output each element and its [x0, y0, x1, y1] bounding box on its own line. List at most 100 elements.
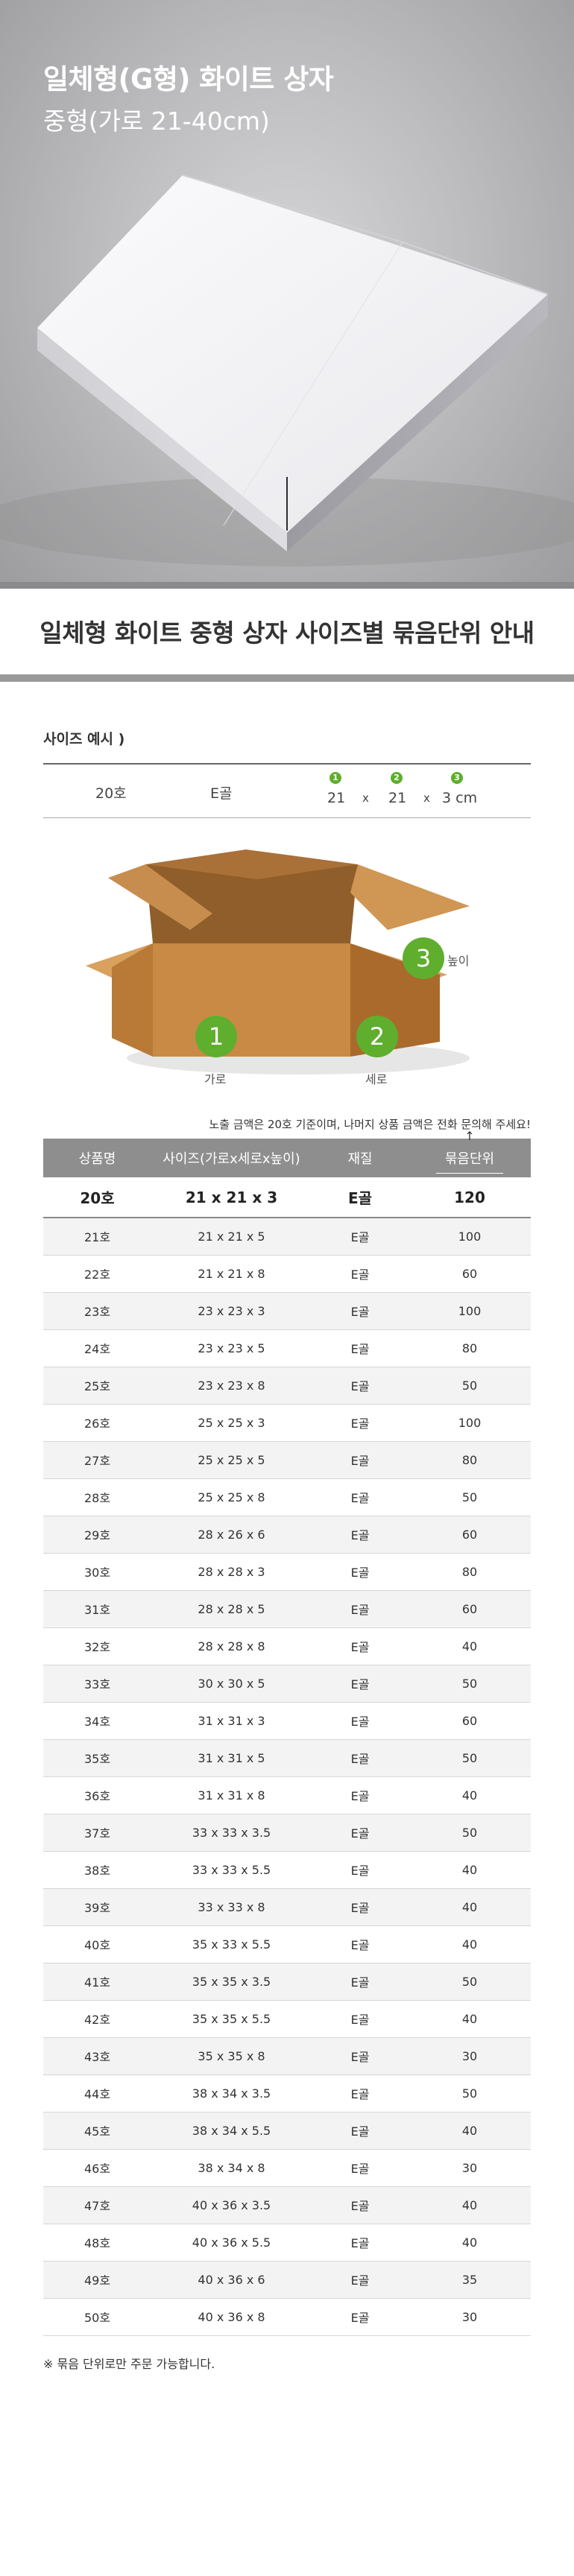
- table-row: 35호 31 x 31 x 5 E골 50: [43, 1739, 531, 1777]
- cell-product: 35호: [43, 1739, 151, 1777]
- cell-product: 40호: [43, 1925, 151, 1963]
- price-note-text: 노출 금액은 20호 기준이며, 나머지 상품 금액은 전화 문의해 주세요!: [209, 1118, 531, 1131]
- cell-bundle-unit: 80: [409, 1441, 531, 1479]
- cell-material: E골: [312, 1367, 409, 1405]
- cell-material: E골: [312, 2037, 409, 2075]
- table-row: 29호 28 x 26 x 6 E골 60: [43, 1516, 531, 1554]
- hero-divider: [0, 582, 574, 589]
- table-header-row: 상품명 사이즈(가로x세로x높이) 재질 ↑ 묶음단위: [43, 1130, 531, 1177]
- cell-size: 30 x 30 x 5: [151, 1665, 312, 1703]
- banner-divider: [0, 674, 574, 682]
- cell-product: 38호: [43, 1851, 151, 1889]
- table-row: 26호 25 x 25 x 3 E골 100: [43, 1404, 531, 1442]
- cell-bundle-unit: 40: [409, 1627, 531, 1665]
- table-row: 49호 40 x 36 x 6 E골 35: [43, 2261, 531, 2299]
- footnote: ※ 묶음 단위로만 주문 가능합니다.: [43, 2356, 215, 2371]
- cell-size: 40 x 36 x 6: [151, 2261, 312, 2299]
- example-height: 3 cm: [442, 790, 478, 806]
- table-row: 23호 23 x 23 x 3 E골 100: [43, 1292, 531, 1330]
- cell-product: 22호: [43, 1255, 151, 1293]
- cell-size: 35 x 35 x 8: [151, 2037, 312, 2075]
- cell-size: 35 x 35 x 5.5: [151, 2000, 312, 2038]
- table-row: 43호 35 x 35 x 8 E골 30: [43, 2037, 531, 2075]
- cell-material: E골: [312, 2261, 409, 2299]
- marker-3-icon: 3: [451, 772, 463, 784]
- cell-material: E골: [312, 2075, 409, 2113]
- cell-bundle-unit: 60: [409, 1702, 531, 1740]
- table-row: 36호 31 x 31 x 8 E골 40: [43, 1776, 531, 1814]
- table-row: 50호 40 x 36 x 8 E골 30: [43, 2298, 531, 2336]
- cell-bundle-unit: 35: [409, 2261, 531, 2299]
- cell-size: 21 x 21 x 8: [151, 1255, 312, 1293]
- cell-material: E골: [312, 1516, 409, 1554]
- cell-bundle-unit: 100: [409, 1292, 531, 1330]
- cell-material: E골: [312, 1292, 409, 1330]
- table-row: 22호 21 x 21 x 8 E골 60: [43, 1255, 531, 1293]
- price-note: 노출 금액은 20호 기준이며, 나머지 상품 금액은 전화 문의해 주세요!: [43, 1116, 531, 1139]
- table-row: 34호 31 x 31 x 3 E골 60: [43, 1702, 531, 1740]
- hero-title: 일체형(G형) 화이트 상자: [43, 63, 334, 95]
- cell-product: 42호: [43, 2000, 151, 2038]
- cell-bundle-unit: 40: [409, 1888, 531, 1926]
- cell-product: 33호: [43, 1665, 151, 1703]
- table-row: 21호 21 x 21 x 5 E골 100: [43, 1218, 531, 1256]
- box-dimension-diagram: 1 가로 2 세로 3 높이: [0, 818, 574, 1116]
- cell-size: 21 x 21 x 5: [151, 1218, 312, 1256]
- times-sign: x: [423, 791, 430, 805]
- cell-material: E골: [312, 1627, 409, 1665]
- cell-product: 44호: [43, 2075, 151, 2113]
- size-table: 상품명 사이즈(가로x세로x높이) 재질 ↑ 묶음단위 20호 21 x 21 x…: [43, 1130, 531, 2336]
- example-length: 21: [388, 790, 407, 806]
- cell-size: 31 x 31 x 5: [151, 1739, 312, 1777]
- cell-product: 43호: [43, 2037, 151, 2075]
- header-bundle-unit: ↑ 묶음단위: [409, 1130, 531, 1177]
- cell-material: E골: [312, 1404, 409, 1442]
- marker-1-icon: 1: [329, 772, 341, 784]
- cell-bundle-unit: 50: [409, 1665, 531, 1703]
- cell-product: 29호: [43, 1516, 151, 1554]
- cell-material: E골: [312, 1776, 409, 1814]
- table-row: 37호 33 x 33 x 3.5 E골 50: [43, 1814, 531, 1852]
- table-row: 42호 35 x 35 x 5.5 E골 40: [43, 2000, 531, 2038]
- cell-bundle-unit: 120: [409, 1177, 531, 1218]
- cell-product: 49호: [43, 2261, 151, 2299]
- cell-material: E골: [312, 1553, 409, 1591]
- table-row: 48호 40 x 36 x 5.5 E골 40: [43, 2224, 531, 2262]
- cell-product: 45호: [43, 2112, 151, 2150]
- cell-bundle-unit: 40: [409, 2112, 531, 2150]
- cell-product: 41호: [43, 1963, 151, 2001]
- cell-size: 23 x 23 x 3: [151, 1292, 312, 1330]
- cell-material: E골: [312, 1441, 409, 1479]
- cell-size: 38 x 34 x 8: [151, 2149, 312, 2187]
- width-label: 가로: [204, 1072, 227, 1086]
- cell-product: 20호: [43, 1177, 151, 1218]
- cell-size: 33 x 33 x 5.5: [151, 1851, 312, 1889]
- header-product: 상품명: [43, 1139, 151, 1177]
- cell-material: E골: [312, 1329, 409, 1367]
- cell-product: 47호: [43, 2186, 151, 2224]
- cell-size: 33 x 33 x 3.5: [151, 1814, 312, 1852]
- cell-bundle-unit: 40: [409, 1776, 531, 1814]
- cell-size: 25 x 25 x 8: [151, 1478, 312, 1516]
- cell-product: 31호: [43, 1590, 151, 1628]
- cell-bundle-unit: 30: [409, 2037, 531, 2075]
- cell-product: 46호: [43, 2149, 151, 2187]
- cell-size: 25 x 25 x 3: [151, 1404, 312, 1442]
- example-model: 20호: [95, 785, 127, 802]
- cell-material: E골: [312, 1851, 409, 1889]
- cell-material: E골: [312, 2224, 409, 2262]
- cell-product: 23호: [43, 1292, 151, 1330]
- cell-bundle-unit: 40: [409, 1851, 531, 1889]
- table-row: 27호 25 x 25 x 5 E골 80: [43, 1441, 531, 1479]
- header-size: 사이즈(가로x세로x높이): [151, 1139, 312, 1177]
- table-row: 28호 25 x 25 x 8 E골 50: [43, 1478, 531, 1516]
- cell-bundle-unit: 40: [409, 1925, 531, 1963]
- cell-product: 50호: [43, 2298, 151, 2336]
- cell-material: E골: [312, 1478, 409, 1516]
- cell-bundle-unit: 60: [409, 1255, 531, 1293]
- length-label: 세로: [365, 1072, 388, 1086]
- cell-material: E골: [312, 1814, 409, 1852]
- cell-bundle-unit: 30: [409, 2149, 531, 2187]
- cell-material: E골: [312, 1963, 409, 2001]
- cell-size: 40 x 36 x 5.5: [151, 2224, 312, 2262]
